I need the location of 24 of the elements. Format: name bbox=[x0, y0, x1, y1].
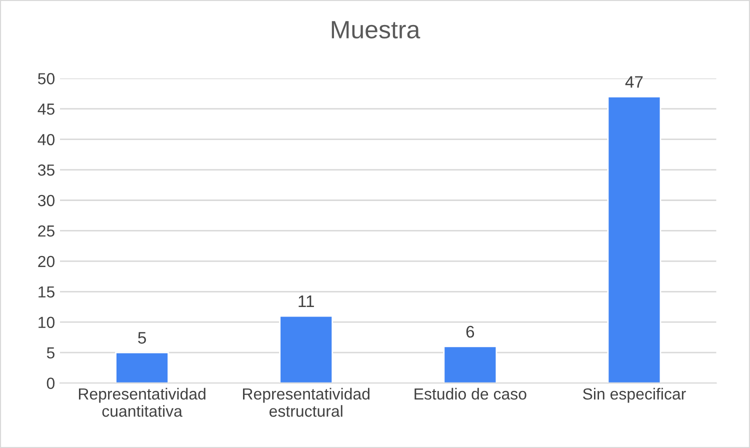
x-tick-label: Sin especificar bbox=[583, 388, 686, 403]
x-tick-label: Representatividad cuantitativa bbox=[78, 388, 206, 417]
y-tick-label: 15 bbox=[38, 286, 54, 298]
data-label: 5 bbox=[138, 332, 146, 344]
y-tick-label: 20 bbox=[38, 256, 55, 268]
x-tick-label: Estudio de caso bbox=[414, 388, 526, 400]
bar bbox=[115, 352, 169, 384]
x-tick-label: Representatividad estructural bbox=[243, 388, 370, 417]
bar bbox=[279, 315, 334, 384]
y-tick-label: 10 bbox=[38, 316, 55, 328]
data-label: 6 bbox=[466, 326, 474, 338]
data-label: 11 bbox=[298, 296, 314, 308]
y-tick-label: 45 bbox=[38, 104, 54, 115]
y-tick-label: 50 bbox=[38, 73, 55, 84]
data-label: 47 bbox=[625, 76, 643, 88]
bar bbox=[607, 96, 662, 384]
bar bbox=[443, 346, 498, 384]
y-tick-label: 0 bbox=[46, 378, 55, 389]
y-tick-label: 5 bbox=[46, 347, 54, 359]
y-tick-label: 25 bbox=[38, 225, 54, 237]
y-tick-label: 40 bbox=[38, 134, 55, 146]
y-tick-label: 35 bbox=[38, 164, 54, 176]
chart-title: Muestra bbox=[332, 21, 420, 39]
y-tick-label: 30 bbox=[38, 194, 55, 206]
